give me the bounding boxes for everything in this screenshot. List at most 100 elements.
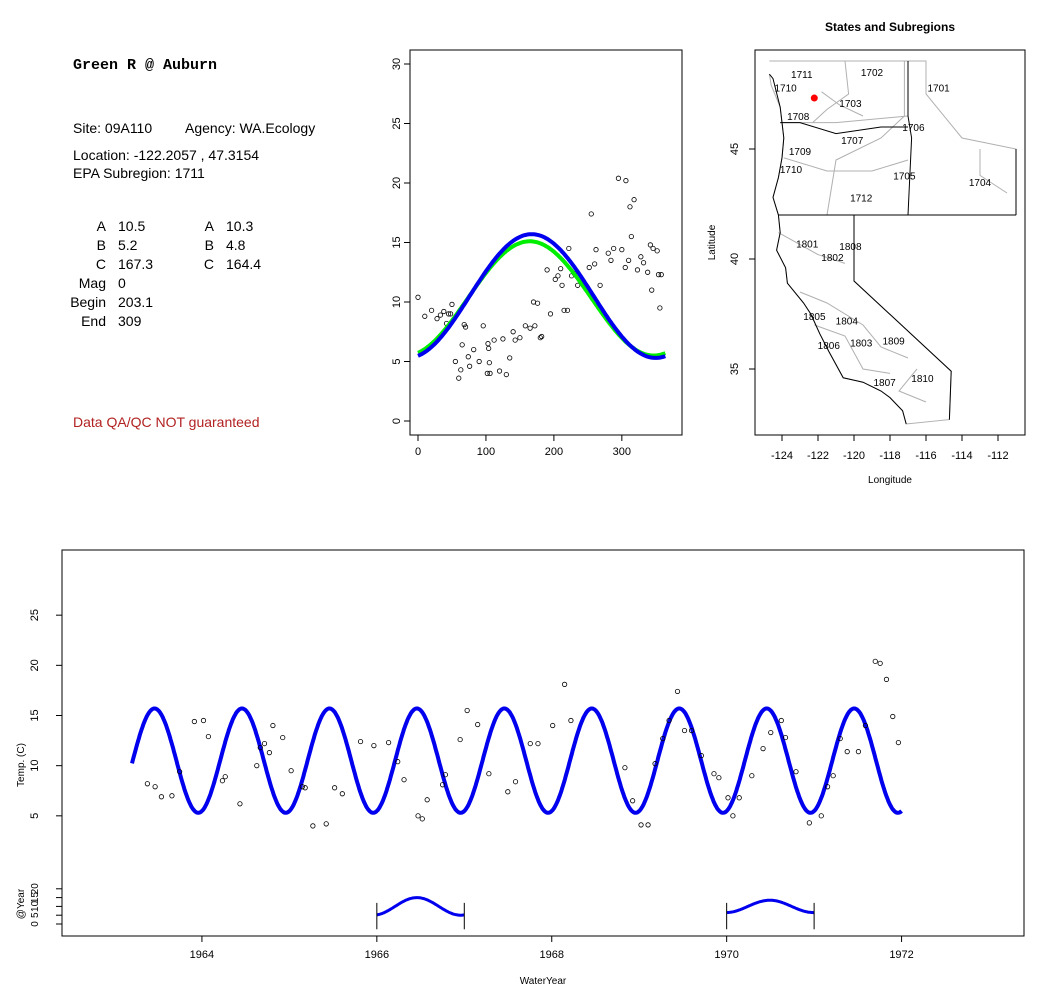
- data-point: [622, 264, 628, 271]
- plot-frame: [61, 549, 1025, 937]
- x-tick-label: 1964: [190, 949, 214, 961]
- data-point: [434, 316, 440, 322]
- data-point: [824, 784, 831, 790]
- data-point: [475, 721, 481, 728]
- param-name: A: [96, 218, 106, 234]
- subregion-label: 1710: [780, 165, 803, 176]
- plot-frame: [409, 49, 683, 436]
- subregion-boundary: [812, 60, 850, 123]
- data-point: [487, 370, 493, 376]
- subregion-boundary: [898, 368, 927, 403]
- y-tick-label: 10: [30, 900, 41, 912]
- data-point: [527, 740, 533, 747]
- data-point: [261, 740, 268, 747]
- y-tick-label: 25: [29, 609, 41, 621]
- param-name: B: [204, 237, 214, 253]
- subregion-label: 1707: [841, 136, 864, 147]
- data-point: [768, 729, 774, 736]
- data-point: [496, 368, 503, 374]
- x-axis-title: WaterYear: [520, 976, 567, 987]
- coastline: [769, 73, 907, 425]
- subregion-label: 1706: [902, 123, 925, 134]
- data-point: [419, 816, 425, 822]
- y-tick-label: 30: [391, 58, 403, 70]
- data-point: [448, 311, 454, 317]
- data-point: [627, 204, 633, 210]
- data-point: [895, 739, 901, 746]
- subregion-label: 1705: [893, 171, 916, 182]
- param-name: C: [95, 256, 106, 272]
- data-point: [561, 307, 567, 313]
- data-point: [510, 329, 516, 335]
- x-tick-label: -112: [987, 450, 1008, 462]
- data-point: [452, 358, 458, 365]
- data-point: [484, 370, 490, 376]
- data-point: [634, 267, 641, 273]
- y-tick-label: 15: [29, 709, 41, 721]
- x-tick-label: 0: [415, 446, 421, 455]
- state-boundary: [780, 122, 908, 135]
- data-point: [622, 765, 628, 771]
- data-point: [778, 717, 784, 724]
- state-boundary: [907, 61, 913, 216]
- data-point: [837, 735, 843, 742]
- data-point: [539, 333, 545, 340]
- data-point: [806, 820, 812, 826]
- data-point: [144, 781, 150, 787]
- x-tick-label: 1966: [365, 949, 389, 961]
- seasonal-chart: 0 100 200 300 0 5 10 15 20 25 30: [391, 49, 683, 455]
- data-point: [818, 813, 824, 819]
- data-point: [401, 777, 407, 783]
- data-point: [386, 739, 392, 746]
- data-point: [299, 784, 305, 790]
- param-value: 309: [118, 313, 142, 329]
- subregion-label: 1708: [787, 112, 810, 123]
- data-point: [890, 713, 896, 720]
- data-point: [532, 323, 538, 329]
- data-point: [441, 308, 447, 315]
- data-point: [205, 733, 211, 740]
- data-point: [575, 282, 581, 288]
- y-tick-label: 20: [30, 883, 41, 895]
- data-point: [650, 245, 656, 252]
- data-point: [428, 307, 435, 313]
- site-title: Green R @ Auburn: [73, 57, 218, 74]
- data-point: [357, 738, 364, 745]
- data-point: [395, 759, 401, 765]
- location: Location: -122.2057 , 47.3154: [73, 147, 260, 163]
- data-point: [760, 746, 766, 752]
- data-point: [716, 775, 722, 781]
- x-tick-label: 200: [545, 446, 563, 455]
- data-point: [527, 325, 533, 331]
- data-point: [517, 335, 523, 341]
- data-point: [862, 722, 869, 729]
- data-point: [512, 779, 519, 785]
- subregion-label: 1704: [969, 178, 992, 189]
- x-tick-label: -124: [771, 450, 793, 462]
- data-point: [674, 688, 681, 695]
- y-tick-label: 20: [391, 177, 403, 189]
- data-point: [883, 676, 890, 682]
- x-tick-label: -122: [807, 450, 829, 462]
- subregion-map: States and Subregions 1702 1701 1711 1710 170…: [707, 20, 1026, 486]
- x-tick-label: 1970: [714, 949, 738, 961]
- data-point: [464, 707, 470, 714]
- params-left-names: A B C Mag Begin End: [40, 217, 106, 331]
- data-point: [486, 771, 492, 777]
- fit-curve: [417, 232, 667, 360]
- data-point: [749, 773, 755, 779]
- at-year-label: @Year: [16, 888, 27, 919]
- x-tick-label: -118: [879, 450, 900, 462]
- data-point: [550, 722, 556, 729]
- subregion-label: 1808: [839, 242, 862, 253]
- data-point: [628, 233, 634, 240]
- data-point: [288, 768, 294, 774]
- y-tick-label: 20: [29, 659, 41, 671]
- data-point: [626, 257, 632, 263]
- timeseries-chart: 1964 1966 1968 1970 1972510152025WaterYearTe…: [16, 549, 1025, 987]
- data-point: [657, 305, 663, 311]
- y-tick-label: 15: [391, 236, 403, 248]
- y-tick-label: 40: [729, 253, 741, 265]
- x-tick-label: 300: [613, 446, 631, 455]
- data-point: [152, 784, 158, 790]
